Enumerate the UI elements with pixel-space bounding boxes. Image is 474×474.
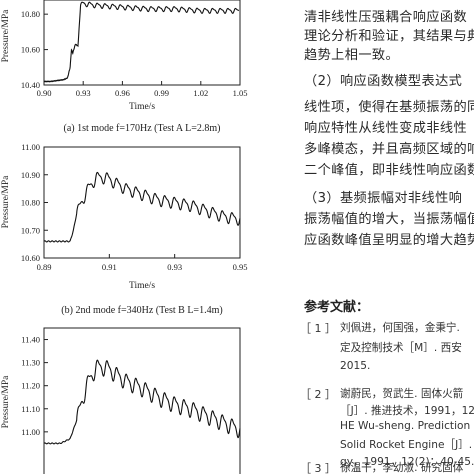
y-tick-label: 10.80 [21, 198, 40, 208]
panel-a-xlabel: Time/s [129, 102, 155, 112]
reference-number: ［ 1 ］ [300, 322, 336, 335]
reference-line: Solid Rocket Engine［J］. Jo [340, 439, 474, 451]
paragraph-line: （3）基频振幅对非线性响 [304, 191, 463, 206]
panel-a-caption: (a) 1st mode f=170Hz (Test A L=2.8m) [64, 123, 221, 134]
x-tick-label: 0.96 [115, 88, 130, 98]
y-tick-label: 10.40 [21, 80, 40, 90]
y-tick-label: 11.20 [21, 381, 40, 391]
panel-a-frame [43, 0, 241, 86]
reference-number: ［ 2 ］ [300, 388, 336, 401]
reference-line: ［J］. 推进技术，1991，12( [340, 405, 474, 417]
y-tick-label: 10.70 [21, 225, 40, 235]
reference-line: 徐温干，李幼淑. 研究固体 [340, 462, 464, 474]
paragraph-line: 趋势上相一致。 [304, 48, 400, 63]
pressure-series-line [43, 359, 241, 445]
pressure-series-line [43, 171, 241, 243]
figure-panels: Pressure/MPa Time/s (a) 1st mode f=170Hz… [1, 0, 247, 474]
y-tick-label: 11.40 [21, 335, 40, 345]
panel-c-frame [43, 327, 241, 474]
paragraph-line: 清非线性压强耦合响应函数 [304, 10, 468, 25]
y-tick-label: 10.90 [21, 170, 40, 180]
y-tick-label: 10.60 [21, 253, 40, 263]
reference-line: HE Wu-sheng. Prediction [340, 420, 471, 432]
references-heading: 参考文献： [304, 300, 370, 315]
panel-a-ylabel: Pressure/MPa [1, 9, 11, 63]
paragraph-line: 振荡幅值的增大，当振荡幅值 [304, 212, 474, 227]
panel-c-ylabel: Pressure/MPa [1, 375, 11, 429]
paragraph-line: 多峰模态，并且高频区域的响 [304, 142, 474, 157]
x-tick-label: 0.93 [167, 262, 182, 272]
y-tick-label: 10.60 [21, 45, 40, 55]
article-text-column: 清非线性压强耦合响应函数 理论分析和验证，其结果与典 趋势上相一致。 （2）响应函数模… [286, 0, 474, 474]
y-tick-label: 11.10 [21, 404, 40, 414]
reference-number: ［ 3 ］ [300, 462, 336, 474]
paragraph-line: （2）响应函数模型表达式 [304, 74, 463, 89]
x-tick-label: 0.93 [76, 88, 91, 98]
x-tick-label: 0.95 [233, 262, 248, 272]
paragraph-line: 线性项，使得在基频振荡的同 [304, 100, 474, 115]
reference-line: gy，1991，12(2)：40-45.) [340, 456, 474, 468]
x-tick-label: 0.89 [37, 262, 52, 272]
x-tick-label: 0.90 [37, 88, 52, 98]
x-tick-label: 0.99 [154, 88, 169, 98]
panel-b-ylabel: Pressure/MPa [1, 175, 11, 229]
reference-line: 定及控制技术［M］. 西安 [340, 342, 462, 354]
y-tick-label: 10.80 [21, 9, 40, 19]
y-tick-label: 11.30 [21, 358, 40, 368]
x-tick-label: 1.05 [233, 88, 248, 98]
pressure-series-line [43, 1, 240, 83]
reference-line: 2015. [340, 360, 371, 372]
x-tick-label: 0.91 [102, 262, 117, 272]
y-tick-label: 11.00 [21, 427, 40, 437]
paragraph-line: 二个峰值，即非线性响应函数出 [304, 163, 474, 178]
panel-b-caption: (b) 2nd mode f=340Hz (Test B L=1.4m) [61, 305, 222, 316]
paragraph-line: 应函数峰值呈明显的增大趋势 [304, 233, 474, 248]
panel-b: Pressure/MPa Time/s (b) 2nd mode f=340Hz… [1, 142, 247, 316]
reference-line: 刘佩进，何国强，金秉宁. [340, 322, 460, 334]
y-tick-label: 11.00 [21, 142, 40, 152]
reference-line: 谢蔚民，贺武生. 固体火箭 [340, 388, 464, 400]
panel-c: Pressure/MPa 11.40 11.30 11.20 11.10 11.00 [1, 327, 241, 474]
paragraph-line: 理论分析和验证，其结果与典 [304, 29, 474, 44]
panel-b-xlabel: Time/s [129, 281, 155, 291]
x-tick-label: 1.02 [193, 88, 208, 98]
panel-b-frame [43, 146, 241, 259]
panel-a: Pressure/MPa Time/s (a) 1st mode f=170Hz… [1, 0, 247, 134]
paragraph-line: 响应特性从线性变成非线性 [304, 121, 468, 136]
